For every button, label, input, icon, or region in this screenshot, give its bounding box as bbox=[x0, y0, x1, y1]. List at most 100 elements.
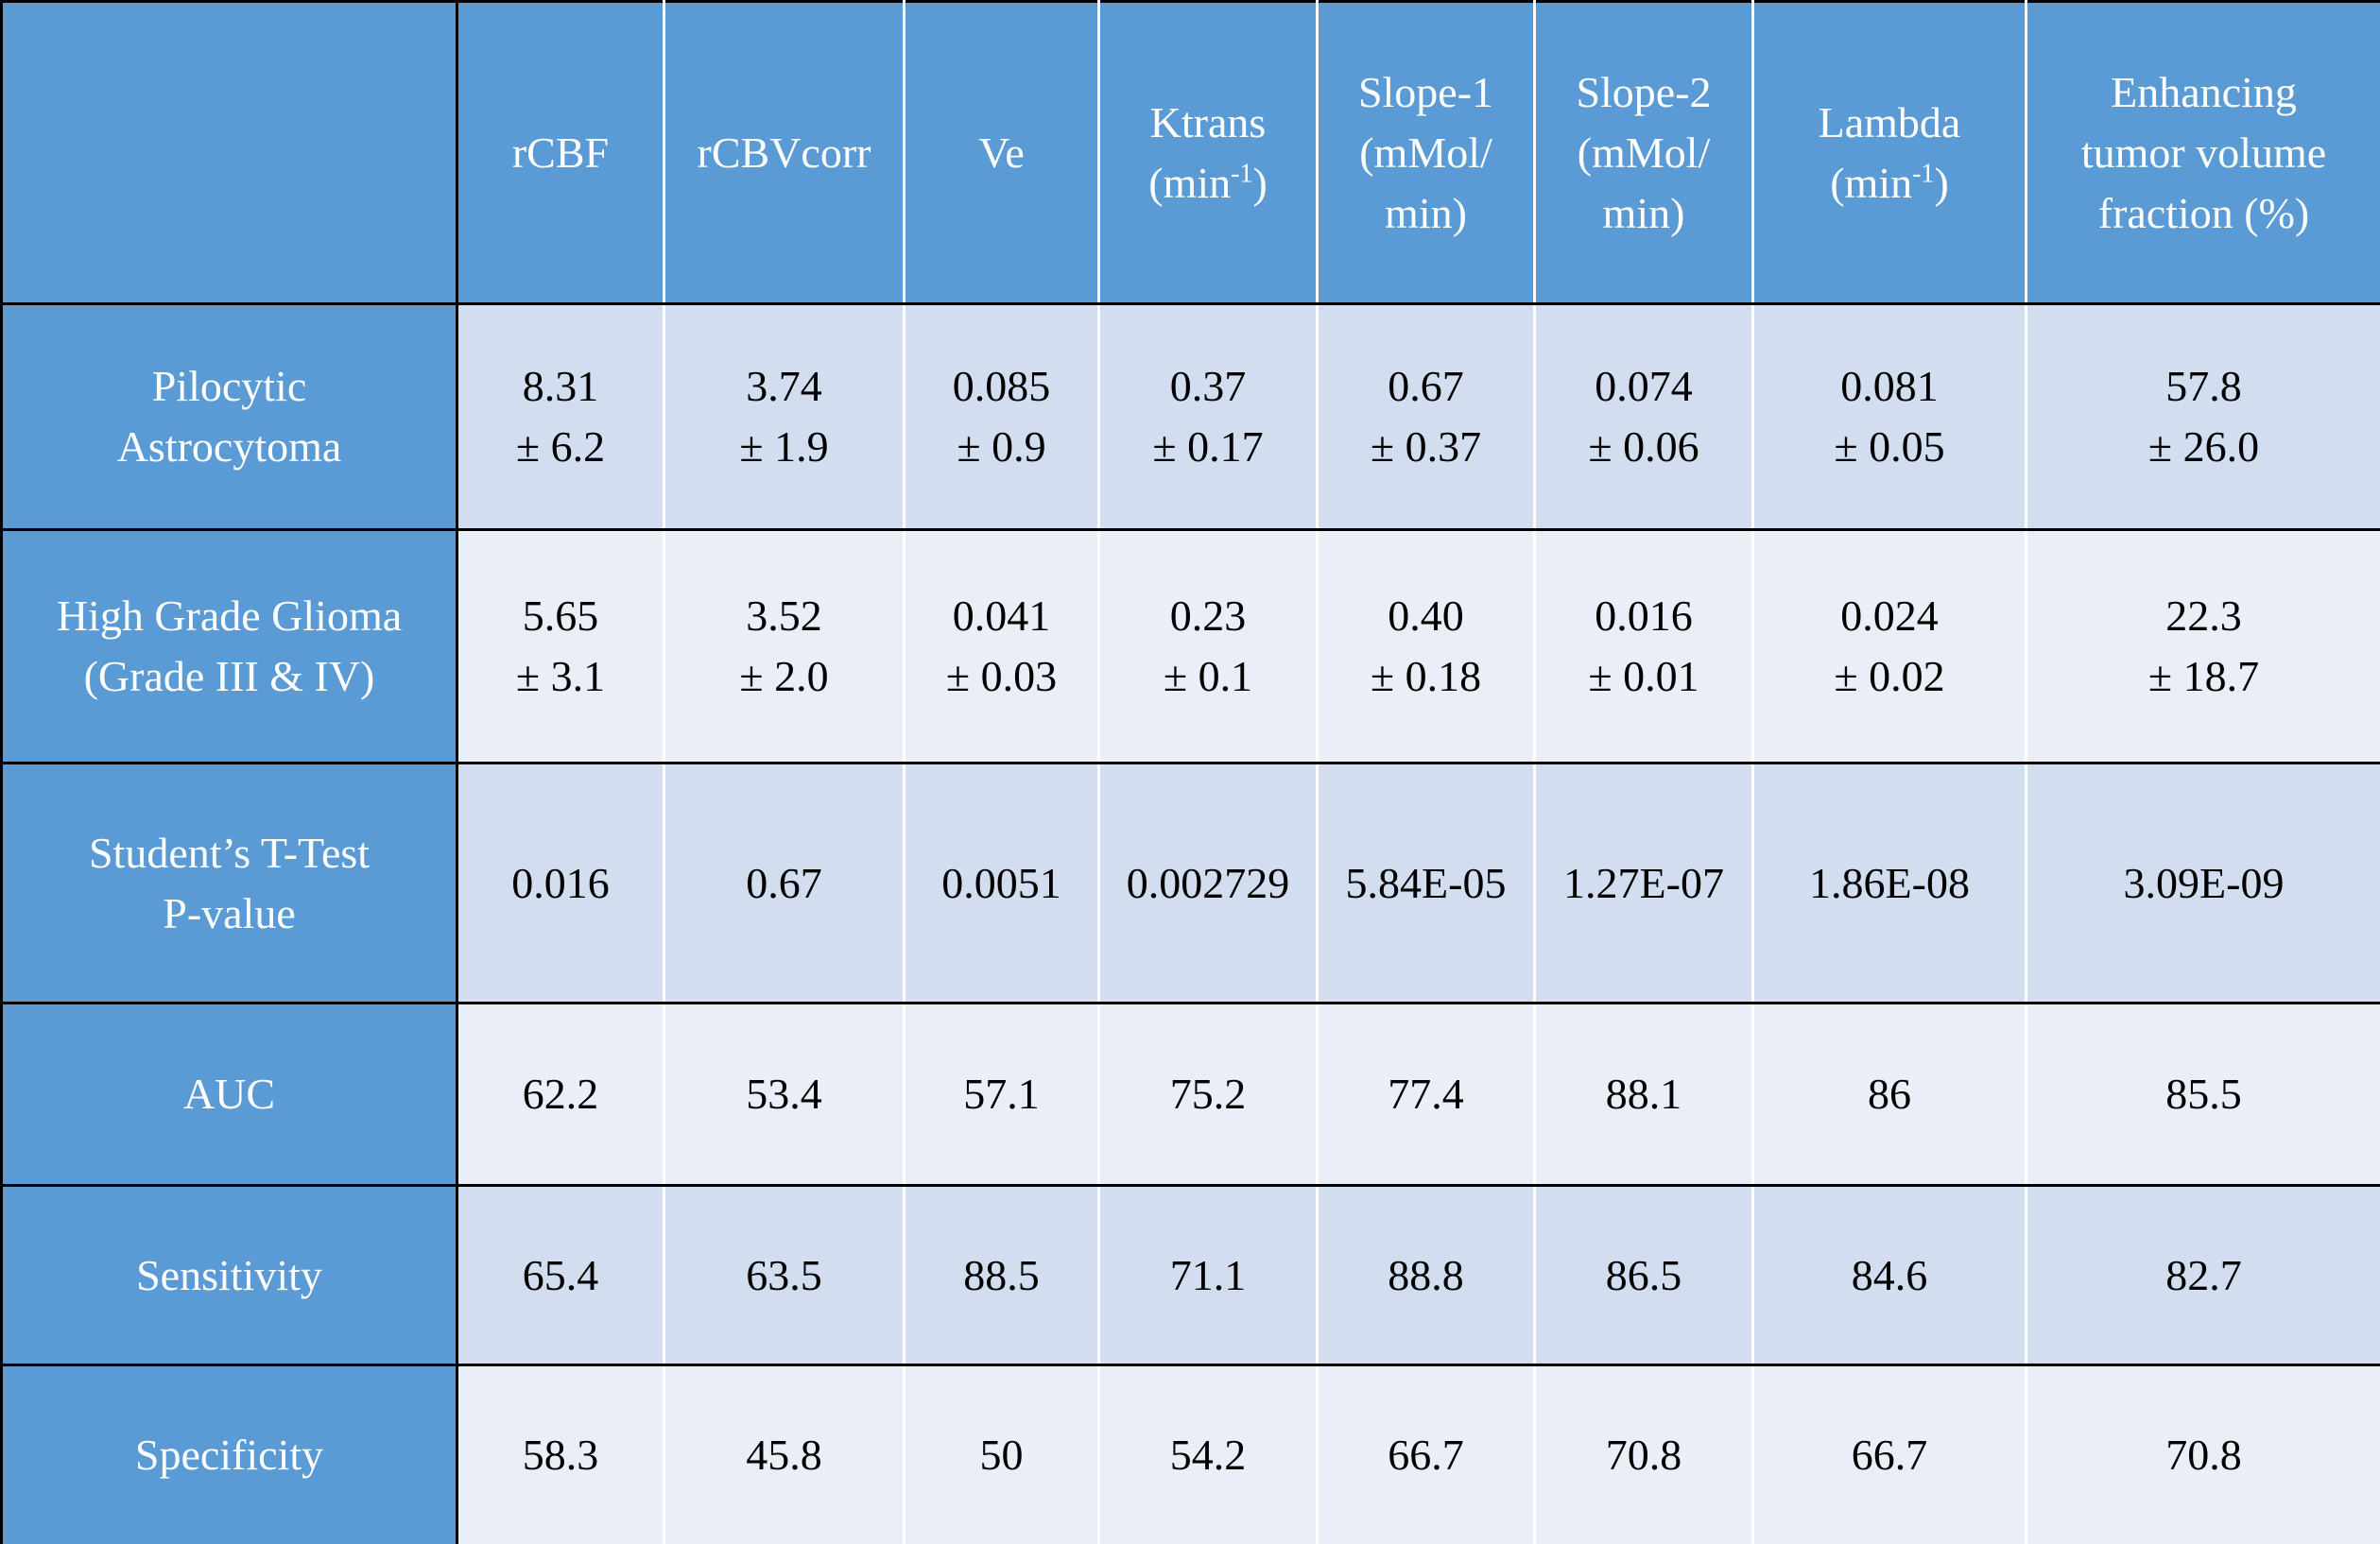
cell: 54.2 bbox=[1097, 1364, 1319, 1544]
cell: 0.0051 bbox=[903, 762, 1100, 1004]
header-line: Ve bbox=[978, 128, 1025, 177]
cell-line: 82.7 bbox=[2165, 1250, 2242, 1299]
header-unit: (min-1) bbox=[1100, 153, 1316, 214]
cell-line: 54.2 bbox=[1169, 1431, 1247, 1479]
table-row: Specificity 58.3 45.8 50 54.2 66.7 70.8 66.7 70.… bbox=[0, 1364, 2380, 1544]
cell: 5.84E-05 bbox=[1316, 762, 1536, 1004]
header-line: Ktrans bbox=[1149, 97, 1267, 146]
cell-line: 1.86E-08 bbox=[1809, 858, 1970, 907]
cell: 3.09E-09 bbox=[2025, 762, 2380, 1004]
cell: 0.37 ± 0.17 bbox=[1097, 302, 1319, 531]
cell-line: ± 0.17 bbox=[1152, 422, 1264, 471]
cell-line: 8.31 bbox=[522, 362, 599, 410]
cell: 57.1 bbox=[903, 1002, 1100, 1187]
cell-line: ± 26.0 bbox=[2147, 422, 2260, 471]
cell-line: 53.4 bbox=[746, 1070, 822, 1118]
cell: 70.8 bbox=[2025, 1364, 2380, 1544]
label-line: P-value bbox=[163, 888, 296, 937]
cell: 0.40 ± 0.18 bbox=[1316, 528, 1536, 764]
label-line: Specificity bbox=[134, 1431, 324, 1479]
cell: 84.6 bbox=[1751, 1184, 2027, 1366]
cell-line: 86.5 bbox=[1605, 1250, 1682, 1299]
cell-line: ± 3.1 bbox=[515, 652, 606, 700]
table-row: AUC 62.2 53.4 57.1 75.2 77.4 88.1 86 85.5 bbox=[0, 1002, 2380, 1187]
cell-line: 86 bbox=[1868, 1070, 1911, 1118]
cell: 86 bbox=[1751, 1002, 2027, 1187]
column-header: rCBF bbox=[456, 0, 665, 305]
cell: 1.86E-08 bbox=[1751, 762, 2027, 1004]
cell-line: ± 0.05 bbox=[1834, 422, 1945, 471]
cell: 0.67 ± 0.37 bbox=[1316, 302, 1536, 531]
header-line: fraction (%) bbox=[2097, 188, 2310, 237]
column-header: rCBVcorr bbox=[663, 0, 905, 305]
cell: 85.5 bbox=[2025, 1002, 2380, 1187]
cell-line: 0.016 bbox=[511, 858, 610, 907]
row-label: High Grade Glioma (Grade III & IV) bbox=[0, 528, 458, 764]
cell: 0.074 ± 0.06 bbox=[1533, 302, 1754, 531]
cell-line: 66.7 bbox=[1851, 1431, 1928, 1479]
cell-line: 85.5 bbox=[2165, 1070, 2242, 1118]
column-header: Ve bbox=[903, 0, 1100, 305]
cell: 66.7 bbox=[1316, 1364, 1536, 1544]
row-label: Pilocytic Astrocytoma bbox=[0, 302, 458, 531]
cell-line: 75.2 bbox=[1169, 1070, 1247, 1118]
header-line: tumor volume bbox=[2080, 128, 2327, 177]
cell: 71.1 bbox=[1097, 1184, 1319, 1366]
label-line: Sensitivity bbox=[136, 1250, 322, 1299]
cell: 86.5 bbox=[1533, 1184, 1754, 1366]
cell-line: 62.2 bbox=[522, 1070, 599, 1118]
cell: 0.024 ± 0.02 bbox=[1751, 528, 2027, 764]
cell: 57.8 ± 26.0 bbox=[2025, 302, 2380, 531]
cell: 0.085 ± 0.9 bbox=[903, 302, 1100, 531]
unit-superscript: -1 bbox=[1231, 159, 1253, 189]
cell-line: 63.5 bbox=[746, 1250, 822, 1299]
header-line: rCBVcorr bbox=[697, 128, 871, 177]
cell: 0.67 bbox=[663, 762, 905, 1004]
cell-line: ± 0.01 bbox=[1588, 652, 1699, 700]
cell: 1.27E-07 bbox=[1533, 762, 1754, 1004]
cell: 77.4 bbox=[1316, 1002, 1536, 1187]
cell: 22.3 ± 18.7 bbox=[2025, 528, 2380, 764]
cell-line: ± 0.18 bbox=[1370, 652, 1482, 700]
cell-line: 65.4 bbox=[522, 1250, 599, 1299]
cell-line: 0.67 bbox=[1388, 362, 1464, 410]
cell: 3.74 ± 1.9 bbox=[663, 302, 905, 531]
label-line: (Grade III & IV) bbox=[83, 652, 375, 700]
cell-line: ± 0.1 bbox=[1163, 652, 1253, 700]
cell: 45.8 bbox=[663, 1364, 905, 1544]
row-label: Specificity bbox=[0, 1364, 458, 1544]
cell-line: 5.84E-05 bbox=[1345, 858, 1507, 907]
cell-line: ± 0.9 bbox=[957, 422, 1046, 471]
cell-line: 88.1 bbox=[1605, 1070, 1682, 1118]
header-line: Slope-1 bbox=[1357, 67, 1494, 116]
table-row: Pilocytic Astrocytoma 8.31 ± 6.2 3.74 ± 1.9 0.… bbox=[0, 302, 2380, 531]
header-line: min) bbox=[1385, 188, 1467, 237]
cell-line: 88.5 bbox=[963, 1250, 1040, 1299]
cell-line: 0.40 bbox=[1388, 592, 1464, 640]
cell-line: 66.7 bbox=[1388, 1431, 1464, 1479]
cell-line: 71.1 bbox=[1169, 1250, 1247, 1299]
cell: 66.7 bbox=[1751, 1364, 2027, 1544]
cell-line: 0.37 bbox=[1169, 362, 1247, 410]
unit-superscript: -1 bbox=[1912, 159, 1935, 189]
cell: 75.2 bbox=[1097, 1002, 1319, 1187]
label-line: Student’s T-Test bbox=[88, 828, 371, 877]
cell-line: ± 0.06 bbox=[1588, 422, 1699, 471]
header-line: Slope-2 bbox=[1576, 67, 1712, 116]
row-label: Student’s T-Test P-value bbox=[0, 762, 458, 1004]
cell: 88.1 bbox=[1533, 1002, 1754, 1187]
cell: 88.5 bbox=[903, 1184, 1100, 1366]
cell-line: ± 1.9 bbox=[739, 422, 829, 471]
cell-line: 0.016 bbox=[1595, 592, 1693, 640]
header-line: rCBF bbox=[511, 128, 610, 177]
header-unit: (min-1) bbox=[1754, 153, 2025, 214]
label-line: High Grade Glioma bbox=[56, 592, 403, 640]
cell-line: 50 bbox=[979, 1431, 1024, 1479]
column-header: Lambda (min-1) bbox=[1751, 0, 2027, 305]
cell-line: 0.67 bbox=[746, 858, 822, 907]
cell-line: 58.3 bbox=[522, 1431, 599, 1479]
unit-text: (min bbox=[1148, 158, 1232, 207]
cell-line: 88.8 bbox=[1388, 1250, 1464, 1299]
cell-line: 3.52 bbox=[746, 592, 822, 640]
cell: 58.3 bbox=[456, 1364, 665, 1544]
